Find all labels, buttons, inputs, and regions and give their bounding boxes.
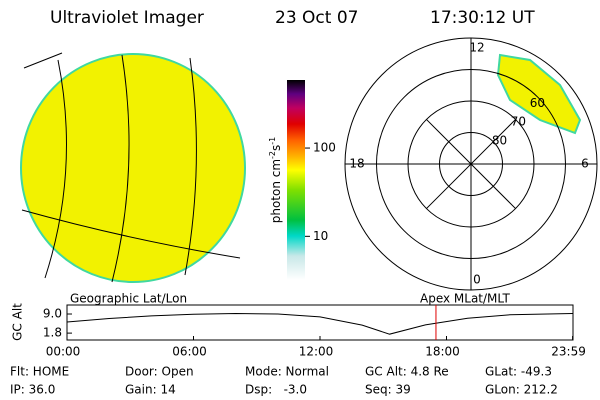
lat-ring <box>407 100 535 228</box>
altitude-frame <box>66 304 574 341</box>
globe <box>20 52 246 283</box>
x-tick-label: 18:00 <box>425 345 460 359</box>
y-label: GC Alt <box>11 303 25 341</box>
status-field: GLon: 212.2 <box>485 383 558 397</box>
instrument: Ultraviolet Imager <box>50 8 204 28</box>
polar-plot <box>496 53 582 135</box>
x-tick-label: 06:00 <box>172 345 207 359</box>
y-tick-label: 1.8 <box>43 326 62 340</box>
status-field: GC Alt: 4.8 Re <box>365 365 449 379</box>
status-field: Gain: 14 <box>125 383 176 397</box>
mlt-label: 18 <box>349 157 364 171</box>
status-field: Flt: HOME <box>10 365 69 379</box>
lat-ring <box>439 132 503 196</box>
date: 23 Oct 07 <box>275 8 358 28</box>
lat-label: 70 <box>511 115 526 129</box>
polar-diagonal <box>426 119 516 209</box>
status-field: Dsp: -3.0 <box>245 383 307 397</box>
status-field: IP: 36.0 <box>10 383 55 397</box>
colorbar-label: photon cm-2s-1 <box>268 137 283 224</box>
y-tick-label: 9.0 <box>43 307 62 321</box>
mlt-label: 6 <box>581 157 589 171</box>
right-label: Apex MLat/MLT <box>420 292 510 306</box>
status-field: Door: Open <box>125 365 194 379</box>
x-tick-label: 00:00 <box>46 345 81 359</box>
x-tick-label: 23:59 <box>551 345 586 359</box>
mlt-label: 0 <box>473 273 481 287</box>
status-field: GLat: -49.3 <box>485 365 552 379</box>
left-label: Geographic Lat/Lon <box>70 292 187 306</box>
colorbar-tick-label: 10 <box>313 229 328 243</box>
lat-label: 80 <box>492 134 507 148</box>
time: 17:30:12 UT <box>430 8 535 28</box>
colorbar-tick-label: 100 <box>313 141 336 155</box>
altitude-line <box>66 312 573 335</box>
status-field: Seq: 39 <box>365 383 411 397</box>
lat-label: 60 <box>530 96 545 110</box>
status-field: Mode: Normal <box>245 365 329 379</box>
colorbar: photon cm-2s-1 <box>268 80 305 280</box>
lat-ring <box>376 69 566 259</box>
mlt-label: 12 <box>469 41 484 55</box>
x-tick-label: 12:00 <box>299 345 334 359</box>
